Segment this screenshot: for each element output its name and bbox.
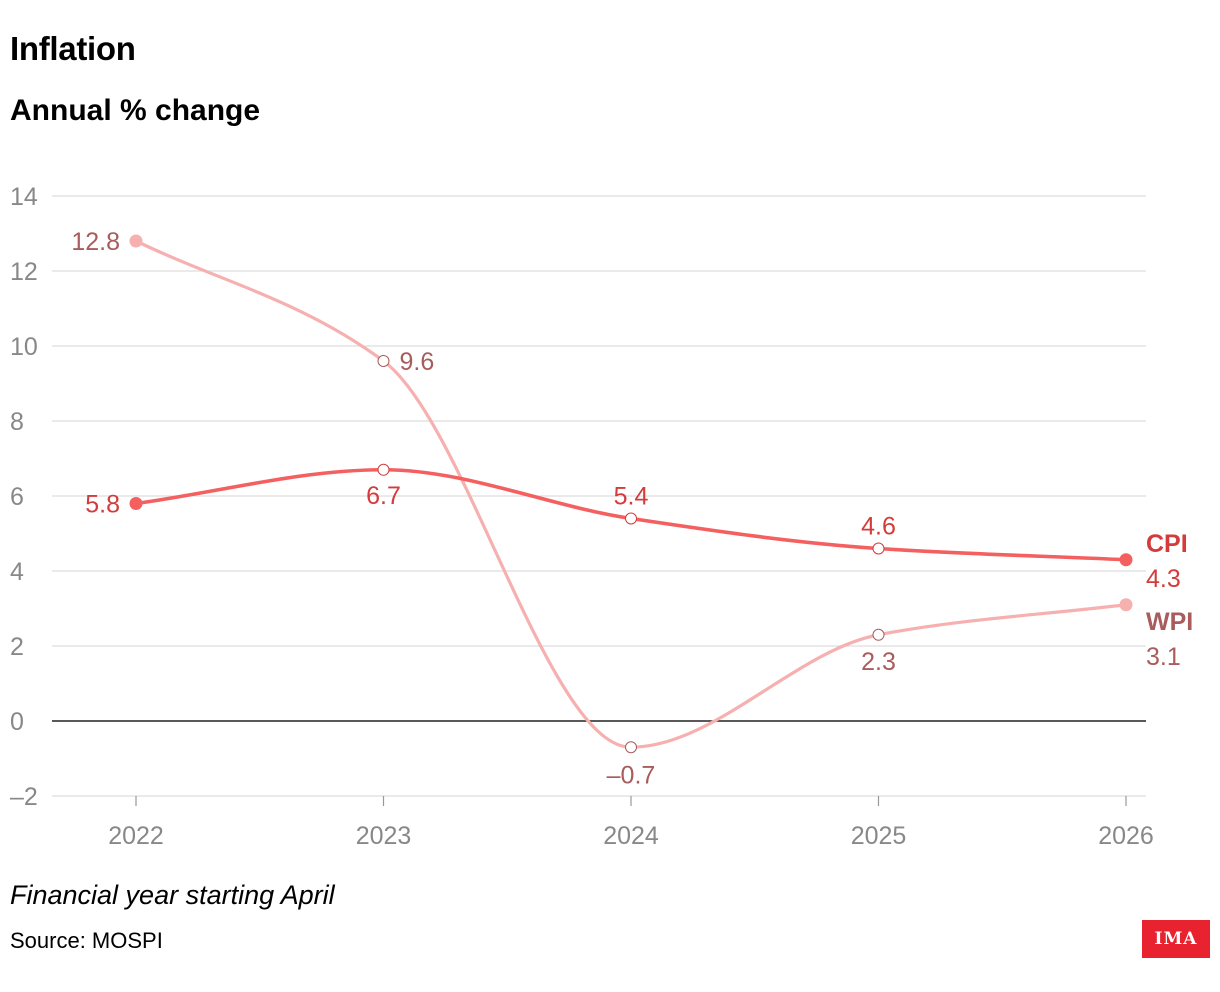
data-label-cpi: 4.3 [1146, 565, 1181, 593]
chart-subtitle: Annual % change [10, 94, 261, 127]
series-points [129, 234, 1133, 754]
x-tick-label: 2022 [108, 822, 164, 850]
y-tick-label: 2 [10, 633, 24, 661]
x-tick-label: 2026 [1098, 822, 1154, 850]
data-point-cpi [625, 512, 637, 525]
data-label-wpi: 9.6 [400, 348, 435, 376]
data-point-cpi [377, 463, 390, 476]
data-point-wpi [872, 628, 885, 641]
y-tick-label: –2 [10, 783, 38, 811]
data-point-wpi [1119, 598, 1133, 612]
source-note: Source: MOSPI [10, 928, 163, 953]
y-axis-ticks: –2 0 2 4 6 8 10 12 14 [10, 183, 38, 811]
y-tick-label: 0 [10, 708, 24, 736]
data-point-cpi [129, 497, 143, 510]
y-tick-label: 10 [10, 333, 38, 361]
gridlines [52, 195, 1146, 797]
data-labels: 12.8 9.6 –0.7 2.3 3.1 WPI 5.8 6.7 5.4 4.6 4.3 CPI [71, 228, 1193, 789]
data-point-cpi [1119, 553, 1133, 567]
chart-title: Inflation [10, 30, 136, 67]
data-label-wpi: 3.1 [1146, 643, 1181, 671]
y-tick-label: 12 [10, 258, 38, 286]
y-tick-label: 4 [10, 558, 24, 586]
y-tick-label: 8 [10, 408, 24, 436]
x-tick-label: 2023 [356, 822, 412, 850]
series-name-cpi: CPI [1146, 530, 1188, 558]
data-label-wpi: –0.7 [607, 761, 656, 789]
footnote: Financial year starting April [10, 880, 335, 910]
x-axis-ticks: 2022 2023 2024 2025 2026 [108, 796, 1154, 850]
data-label-cpi: 4.6 [861, 513, 896, 541]
data-label-wpi: 12.8 [71, 228, 120, 256]
data-point-wpi [625, 741, 637, 754]
data-label-cpi: 5.8 [85, 491, 120, 519]
x-tick-label: 2024 [603, 822, 659, 850]
series-line-wpi [134, 239, 1128, 749]
series-name-wpi: WPI [1146, 608, 1193, 636]
data-point-wpi [129, 234, 143, 248]
x-tick-label: 2025 [851, 822, 907, 850]
data-label-cpi: 5.4 [614, 483, 649, 511]
publisher-logo: IMA [1142, 920, 1210, 958]
y-tick-label: 6 [10, 483, 24, 511]
data-point-wpi [377, 355, 390, 367]
data-label-wpi: 2.3 [861, 648, 896, 676]
y-tick-label: 14 [10, 183, 38, 211]
data-point-cpi [872, 542, 885, 555]
data-label-cpi: 6.7 [366, 482, 401, 510]
